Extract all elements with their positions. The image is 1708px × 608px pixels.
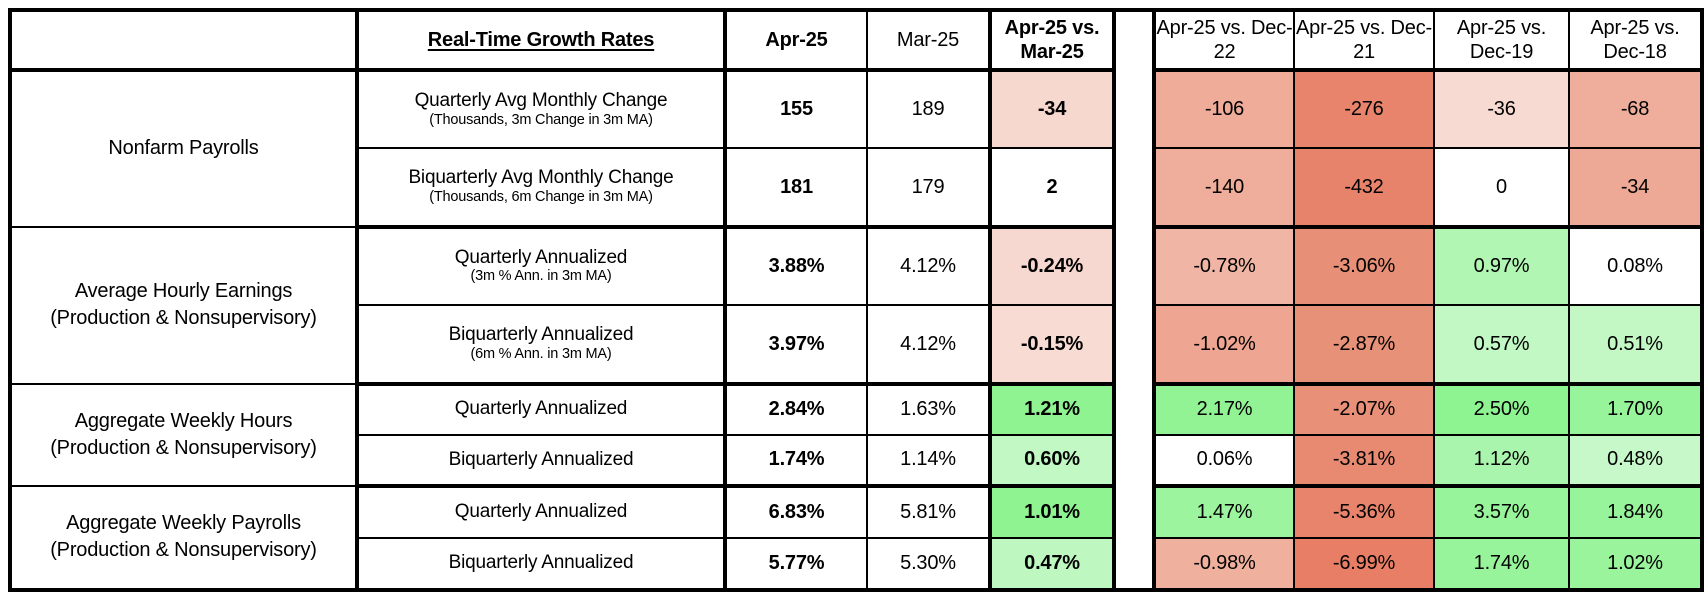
value-cell: -6.99%: [1294, 537, 1435, 593]
value-cell: -36: [1434, 70, 1570, 150]
corner-cell: [10, 10, 359, 72]
spacer-column: [1112, 70, 1156, 149]
value-cell: 3.88%: [725, 226, 868, 307]
value-cell: 0.06%: [1154, 434, 1295, 488]
value-cell: -5.36%: [1294, 485, 1435, 539]
value-cell: 1.70%: [1569, 383, 1702, 436]
value-cell: -3.81%: [1294, 434, 1435, 488]
value-cell: 0.47%: [990, 537, 1114, 593]
spacer-column: [1112, 226, 1156, 306]
value-cell: 1.63%: [867, 383, 992, 436]
col-header-apr25-vs-dec19: Apr-25 vs. Dec-19: [1434, 10, 1570, 72]
col-header-apr-25: Apr-25: [725, 10, 868, 72]
metric-label-cell: Quarterly Annualized (3m % Ann. in 3m MA): [357, 226, 727, 307]
value-cell: -432: [1294, 148, 1435, 229]
value-cell: -1.02%: [1154, 305, 1295, 386]
value-cell: 4.12%: [867, 305, 992, 386]
table-row: Nonfarm Payrolls Quarterly Avg Monthly Ch…: [10, 70, 1702, 228]
col-header-apr25-vs-dec22: Apr-25 vs. Dec-22: [1154, 10, 1295, 72]
col-header-apr25-vs-dec18: Apr-25 vs. Dec-18: [1569, 10, 1702, 72]
value-cell: -140: [1154, 148, 1295, 229]
table-title: Real-Time Growth Rates: [427, 28, 655, 51]
table-row: Biquarterly Annualized 5.77% 5.30% 0.47% -0.…: [10, 537, 1702, 593]
value-cell: 0.48%: [1569, 434, 1702, 488]
table-row: Biquarterly Annualized (6m % Ann. in 3m M…: [10, 305, 1702, 386]
table-row: Average Hourly Earnings (Production & Non…: [10, 226, 1702, 385]
metric-label-cell: Quarterly Avg Monthly Change (Thousands, …: [357, 70, 727, 150]
value-cell: 0.57%: [1434, 305, 1570, 386]
value-cell: 3.57%: [1434, 485, 1570, 539]
spacer-column: [1112, 148, 1156, 227]
value-cell: 5.77%: [725, 537, 868, 593]
metric-label-cell: Biquarterly Avg Monthly Change (Thousands…: [357, 148, 727, 229]
value-cell: 181: [725, 148, 868, 229]
spacer-column: [1112, 485, 1156, 538]
table-row: Biquarterly Avg Monthly Change (Thousands…: [10, 148, 1702, 229]
value-cell: 4.12%: [867, 226, 992, 307]
value-cell: 179: [867, 148, 992, 229]
value-cell: 1.74%: [725, 434, 868, 488]
row-group-label: Aggregate Weekly Hours (Production & Nons…: [10, 383, 359, 487]
value-cell: 1.84%: [1569, 485, 1702, 539]
value-cell: -0.15%: [990, 305, 1114, 386]
row-group-label: Aggregate Weekly Payrolls (Production & N…: [10, 485, 359, 592]
value-cell: -68: [1569, 70, 1702, 150]
value-cell: -34: [1569, 148, 1702, 229]
spacer-column: [1112, 434, 1156, 486]
value-cell: 2: [990, 148, 1114, 229]
table-row: Biquarterly Annualized 1.74% 1.14% 0.60% 0.0…: [10, 434, 1702, 488]
table-body: Nonfarm Payrolls Quarterly Avg Monthly Ch…: [10, 70, 1702, 593]
metric-label-cell: Biquarterly Annualized (6m % Ann. in 3m M…: [357, 305, 727, 386]
metric-label-cell: Quarterly Annualized: [357, 485, 727, 539]
value-cell: -0.98%: [1154, 537, 1295, 593]
value-cell: -34: [990, 70, 1114, 150]
value-cell: 1.01%: [990, 485, 1114, 539]
value-cell: -3.06%: [1294, 226, 1435, 307]
col-header-apr25-vs-mar25: Apr-25 vs. Mar-25: [990, 10, 1114, 72]
value-cell: -2.07%: [1294, 383, 1435, 436]
value-cell: -0.78%: [1154, 226, 1295, 307]
metric-label-cell: Biquarterly Annualized: [357, 537, 727, 593]
value-cell: -0.24%: [990, 226, 1114, 307]
metric-label-cell: Quarterly Annualized: [357, 383, 727, 436]
value-cell: 5.81%: [867, 485, 992, 539]
value-cell: 1.47%: [1154, 485, 1295, 539]
value-cell: 1.74%: [1434, 537, 1570, 593]
value-cell: 1.21%: [990, 383, 1114, 436]
value-cell: 1.12%: [1434, 434, 1570, 488]
table-title-cell: Real-Time Growth Rates: [357, 10, 727, 72]
metric-label-cell: Biquarterly Annualized: [357, 434, 727, 488]
spacer-column: [1112, 537, 1156, 590]
spacer-column: [1112, 305, 1156, 384]
value-cell: -276: [1294, 70, 1435, 150]
col-header-apr25-vs-dec21: Apr-25 vs. Dec-21: [1294, 10, 1435, 72]
value-cell: -106: [1154, 70, 1295, 150]
col-header-mar-25: Mar-25: [867, 10, 992, 72]
value-cell: 1.02%: [1569, 537, 1702, 593]
table-row: Aggregate Weekly Hours (Production & Nons…: [10, 383, 1702, 487]
value-cell: 189: [867, 70, 992, 150]
value-cell: -2.87%: [1294, 305, 1435, 386]
value-cell: 0: [1434, 148, 1570, 229]
row-group-label: Nonfarm Payrolls: [10, 70, 359, 228]
value-cell: 5.30%: [867, 537, 992, 593]
value-cell: 3.97%: [725, 305, 868, 386]
value-cell: 2.50%: [1434, 383, 1570, 436]
value-cell: 0.51%: [1569, 305, 1702, 386]
value-cell: 0.08%: [1569, 226, 1702, 307]
row-group-label: Average Hourly Earnings (Production & Non…: [10, 226, 359, 385]
value-cell: 0.60%: [990, 434, 1114, 488]
value-cell: 6.83%: [725, 485, 868, 539]
real-time-growth-rates-table: Real-Time Growth Rates Apr-25 Mar-25 Apr…: [8, 8, 1704, 593]
value-cell: 2.17%: [1154, 383, 1295, 436]
spacer-column: [1112, 383, 1156, 435]
value-cell: 2.84%: [725, 383, 868, 436]
value-cell: 155: [725, 70, 868, 150]
value-cell: 0.97%: [1434, 226, 1570, 307]
spacer-column: [1112, 10, 1156, 70]
table-row: Aggregate Weekly Payrolls (Production & N…: [10, 485, 1702, 592]
value-cell: 1.14%: [867, 434, 992, 488]
header-row: Real-Time Growth Rates Apr-25 Mar-25 Apr…: [10, 10, 1702, 72]
